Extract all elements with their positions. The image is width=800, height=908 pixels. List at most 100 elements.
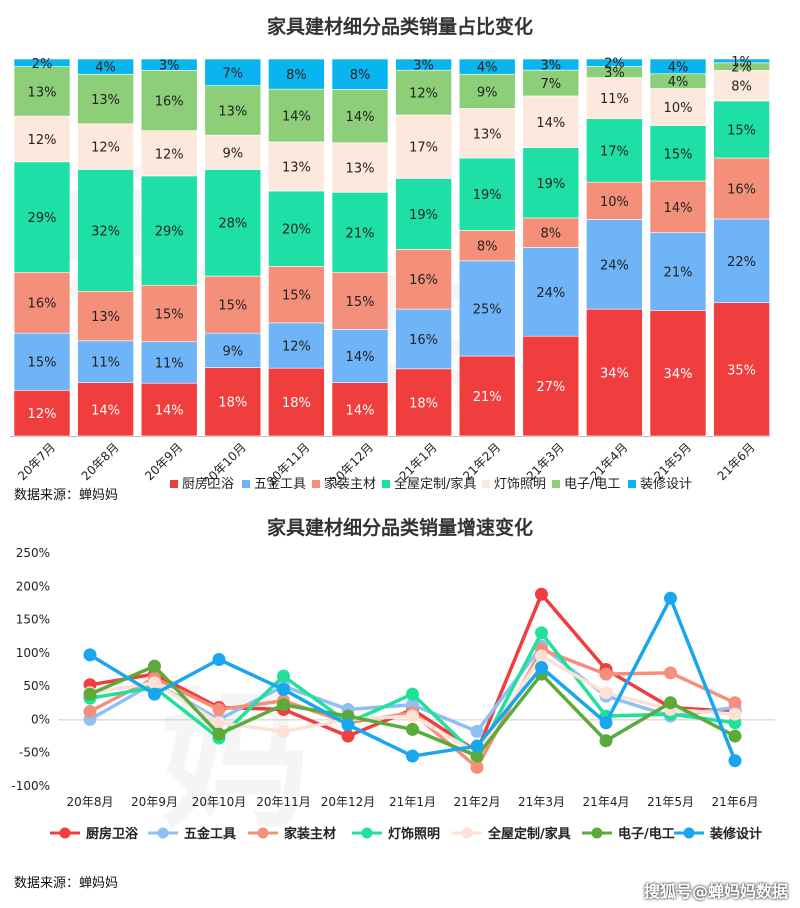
bar-segment: [77, 340, 134, 383]
bar-value-label: 27%: [536, 380, 565, 395]
bar-value-label: 12%: [282, 340, 311, 355]
bar-value-label: 1%: [731, 55, 752, 70]
data-point: [406, 709, 419, 723]
bar-segment: [586, 58, 643, 67]
legend-swatch: [628, 480, 636, 488]
bar-segment: [140, 70, 198, 131]
data-point: [83, 648, 97, 662]
bar-segment: [77, 382, 134, 437]
bar-segment: [204, 169, 262, 277]
data-point: [277, 669, 290, 683]
data-point: [599, 716, 613, 730]
bar-value-label: 2%: [731, 61, 752, 76]
bar-segment: [77, 123, 134, 170]
bar-segment: [140, 130, 198, 177]
bar-segment: [713, 218, 770, 304]
data-point: [470, 724, 484, 738]
bar-value-label: 12%: [28, 407, 57, 422]
bar-value-label: 18%: [218, 396, 247, 411]
bar-value-label: 3%: [413, 59, 434, 74]
bar-value-label: 11%: [155, 356, 184, 371]
bar-segment: [458, 260, 516, 357]
data-point: [277, 682, 290, 696]
bar-segment: [713, 100, 770, 159]
data-point: [599, 667, 613, 681]
data-point: [277, 724, 290, 738]
bar-value-label: 32%: [91, 224, 120, 239]
legend-label: 家装主材: [324, 476, 376, 492]
bar-segment: [204, 275, 262, 334]
bar-value-label: 14%: [282, 110, 311, 125]
data-point: [83, 687, 97, 701]
data-point: [664, 696, 677, 710]
x-tick-label: 21年6月: [715, 440, 758, 483]
bar-value-label: 13%: [91, 310, 120, 325]
bar-segment: [586, 77, 643, 120]
data-point: [728, 707, 742, 721]
x-tick-label: 21年1月: [389, 795, 436, 809]
bar-segment: [522, 58, 580, 71]
bar-segment: [268, 141, 325, 192]
bar-segment: [331, 58, 389, 90]
bar-segment: [204, 367, 262, 437]
bar-segment: [331, 329, 389, 383]
bar-segment: [458, 73, 516, 109]
bar-value-label: 3%: [604, 66, 625, 81]
x-tick-label: 20年11月: [256, 795, 311, 809]
sohu-watermark: 搜狐号@蝉妈妈数据: [643, 882, 788, 901]
bar-segment: [204, 58, 262, 86]
bar-value-label: 14%: [91, 403, 120, 418]
legend-swatch: [482, 480, 490, 488]
bar-value-label: 12%: [155, 147, 184, 162]
bar-segment: [395, 114, 452, 179]
bar-value-label: 4%: [477, 61, 498, 76]
bar-value-label: 16%: [155, 94, 184, 109]
x-tick-label: 20年7月: [15, 440, 58, 483]
bar-value-label: 19%: [536, 177, 565, 192]
bar-value-label: 22%: [727, 255, 756, 270]
bar-segment: [649, 125, 707, 182]
chart2-title: 家具建材细分品类销量增速变化: [267, 516, 533, 539]
legend-label: 装修设计: [640, 477, 692, 492]
legend-swatch: [312, 480, 320, 488]
data-point: [148, 687, 161, 701]
bar-segment: [713, 58, 770, 64]
data-point: [83, 704, 97, 718]
legend-swatch: [552, 480, 560, 488]
bar-segment: [458, 58, 516, 75]
bar-value-label: 15%: [218, 299, 247, 314]
bar-value-label: 18%: [409, 396, 438, 411]
bar-value-label: 13%: [218, 104, 247, 119]
bar-value-label: 14%: [155, 404, 184, 419]
bar-value-label: 12%: [91, 141, 120, 156]
data-point: [148, 659, 161, 673]
data-point: [341, 718, 355, 732]
bar-value-label: 8%: [286, 68, 307, 83]
bar-value-label: 13%: [28, 85, 57, 100]
x-tick-label: 21年6月: [712, 795, 759, 809]
bar-segment: [331, 191, 389, 273]
chart1-title: 家具建材细分品类销量占比变化: [267, 15, 533, 38]
bar-value-label: 20%: [282, 223, 311, 238]
bar-value-label: 14%: [346, 350, 375, 365]
bar-segment: [649, 88, 707, 126]
y-tick-label: -100%: [11, 779, 50, 793]
legend-label: 家装主材: [284, 826, 336, 842]
bar-value-label: 24%: [600, 258, 629, 273]
bar-value-label: 34%: [664, 367, 693, 382]
x-tick-label: 20年8月: [79, 440, 122, 483]
bar-segment: [395, 58, 452, 71]
bar-value-label: 8%: [350, 68, 371, 83]
bar-segment: [331, 382, 389, 437]
bar-value-label: 15%: [155, 307, 184, 322]
legend-marker: [683, 827, 695, 839]
legend-marker: [591, 827, 603, 839]
data-point: [277, 698, 290, 712]
bar-segment: [140, 382, 198, 437]
bar-value-label: 14%: [664, 201, 693, 216]
chart1-source-note: 数据来源：蝉妈妈: [14, 488, 119, 503]
data-point: [728, 729, 742, 743]
bar-value-label: 7%: [222, 66, 243, 81]
legend-label: 厨房卫浴: [182, 476, 234, 492]
x-tick-label: 20年8月: [67, 795, 114, 809]
